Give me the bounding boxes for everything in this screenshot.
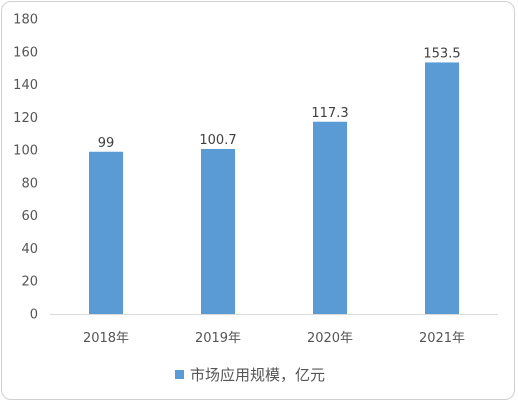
y-tick-label: 120 [13,111,38,126]
bar [425,62,459,314]
data-label: 153.5 [423,46,460,61]
y-tick-label: 100 [13,144,38,159]
bar [201,148,235,314]
y-tick-label: 160 [13,45,38,60]
y-tick-label: 40 [21,242,38,257]
x-tick-label: 2019年 [195,331,241,346]
legend-swatch [175,370,184,379]
legend-label: 市场应用规模，亿元 [190,366,325,384]
y-tick-label: 80 [21,176,38,191]
bar [89,151,123,314]
data-label: 117.3 [311,106,348,121]
x-tick-label: 2021年 [419,331,465,346]
y-tick-label: 0 [30,308,38,323]
x-tick-label: 2020年 [307,331,353,346]
x-tick-label: 2018年 [83,331,129,346]
bar [313,121,347,314]
data-label: 100.7 [199,133,236,148]
y-tick-label: 140 [13,78,38,93]
y-tick-label: 180 [13,13,38,28]
y-tick-label: 20 [21,275,38,290]
data-label: 99 [98,136,115,151]
y-tick-label: 60 [21,209,38,224]
